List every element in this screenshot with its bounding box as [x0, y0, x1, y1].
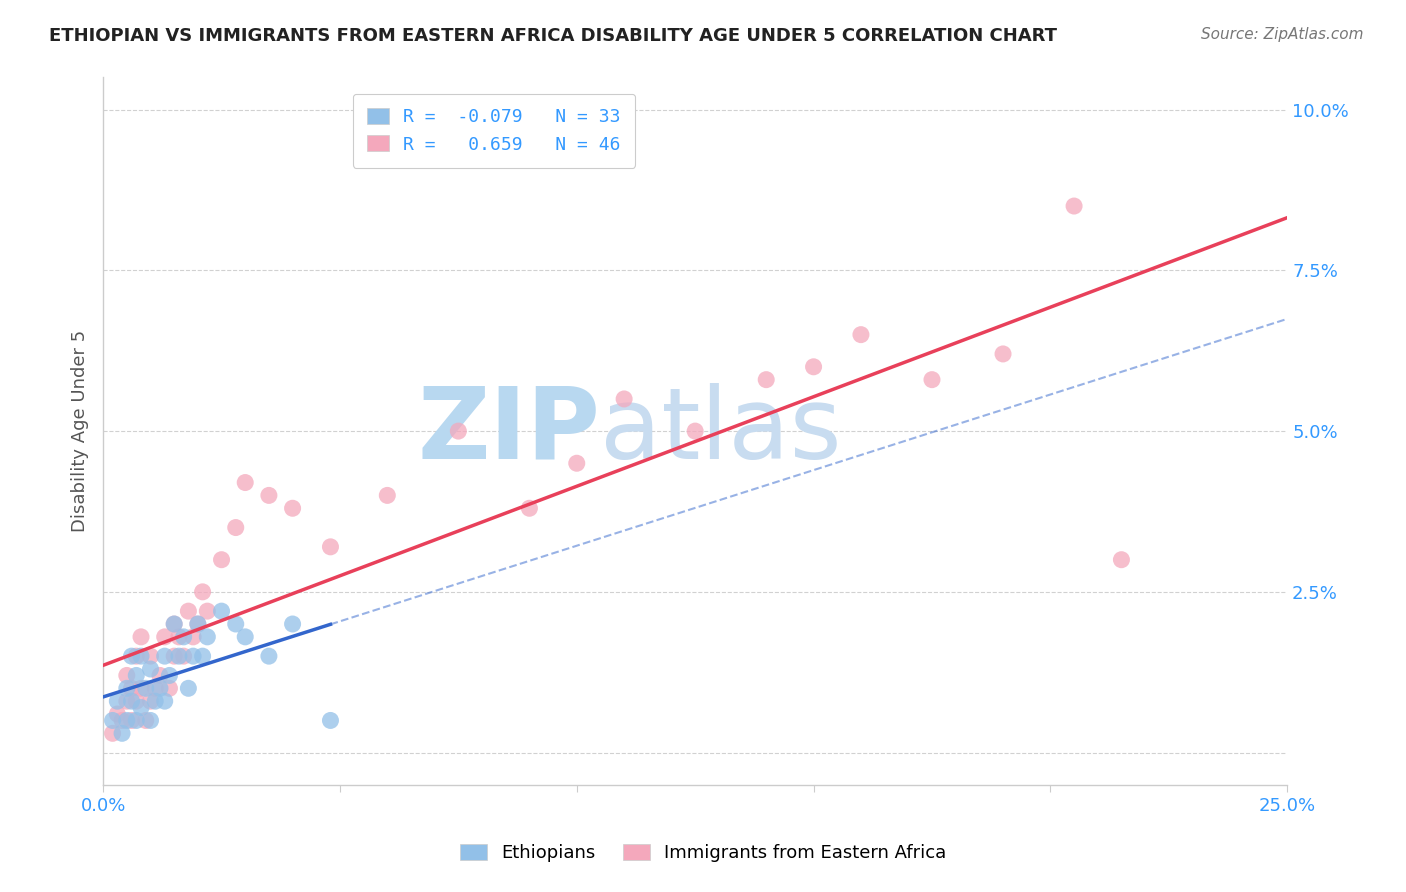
Point: [173, 649, 195, 664]
Legend: Ethiopians, Immigrants from Eastern Africa: Ethiopians, Immigrants from Eastern Afri…: [453, 837, 953, 870]
Point: [167, 630, 190, 644]
Point: [257, 649, 280, 664]
Point: [195, 604, 218, 618]
Point: [225, 617, 247, 632]
Point: [153, 694, 176, 708]
Point: [135, 714, 157, 728]
Point: [129, 630, 152, 644]
Point: [177, 604, 200, 618]
Y-axis label: Disability Age Under 5: Disability Age Under 5: [72, 330, 89, 533]
Point: [139, 714, 162, 728]
Point: [153, 630, 176, 644]
Point: [125, 668, 148, 682]
Point: [173, 630, 195, 644]
Point: [1063, 199, 1085, 213]
Point: [149, 668, 172, 682]
Point: [281, 617, 304, 632]
Point: [991, 347, 1014, 361]
Point: [163, 617, 186, 632]
Point: [613, 392, 636, 406]
Point: [143, 681, 166, 696]
Point: [105, 706, 128, 721]
Legend: R =  -0.079   N = 33, R =   0.659   N = 46: R = -0.079 N = 33, R = 0.659 N = 46: [353, 94, 636, 168]
Point: [115, 694, 138, 708]
Point: [683, 424, 706, 438]
Point: [211, 552, 233, 566]
Point: [257, 488, 280, 502]
Point: [153, 649, 176, 664]
Point: [177, 681, 200, 696]
Point: [129, 681, 152, 696]
Text: ZIP: ZIP: [418, 383, 600, 480]
Point: [1111, 552, 1133, 566]
Point: [121, 694, 143, 708]
Point: [447, 424, 470, 438]
Point: [163, 617, 186, 632]
Point: [803, 359, 825, 374]
Point: [111, 726, 134, 740]
Point: [233, 630, 256, 644]
Point: [211, 604, 233, 618]
Point: [195, 630, 218, 644]
Point: [121, 681, 143, 696]
Point: [139, 662, 162, 676]
Point: [111, 714, 134, 728]
Point: [755, 373, 778, 387]
Point: [115, 714, 138, 728]
Point: [125, 649, 148, 664]
Point: [139, 649, 162, 664]
Point: [849, 327, 872, 342]
Point: [565, 456, 588, 470]
Point: [149, 681, 172, 696]
Text: ETHIOPIAN VS IMMIGRANTS FROM EASTERN AFRICA DISABILITY AGE UNDER 5 CORRELATION C: ETHIOPIAN VS IMMIGRANTS FROM EASTERN AFR…: [49, 27, 1057, 45]
Point: [159, 668, 181, 682]
Point: [101, 726, 124, 740]
Point: [319, 714, 342, 728]
Point: [101, 714, 124, 728]
Point: [167, 649, 190, 664]
Point: [121, 714, 143, 728]
Point: [191, 585, 214, 599]
Point: [105, 694, 128, 708]
Point: [163, 649, 186, 664]
Point: [921, 373, 943, 387]
Point: [519, 501, 541, 516]
Point: [187, 617, 209, 632]
Point: [225, 520, 247, 534]
Point: [233, 475, 256, 490]
Point: [191, 649, 214, 664]
Point: [159, 681, 181, 696]
Text: Source: ZipAtlas.com: Source: ZipAtlas.com: [1201, 27, 1364, 42]
Point: [135, 681, 157, 696]
Point: [121, 649, 143, 664]
Point: [181, 630, 204, 644]
Point: [125, 694, 148, 708]
Point: [143, 694, 166, 708]
Point: [139, 694, 162, 708]
Point: [375, 488, 398, 502]
Point: [129, 700, 152, 714]
Text: atlas: atlas: [600, 383, 842, 480]
Point: [319, 540, 342, 554]
Point: [125, 714, 148, 728]
Point: [129, 649, 152, 664]
Point: [187, 617, 209, 632]
Point: [115, 668, 138, 682]
Point: [281, 501, 304, 516]
Point: [181, 649, 204, 664]
Point: [115, 681, 138, 696]
